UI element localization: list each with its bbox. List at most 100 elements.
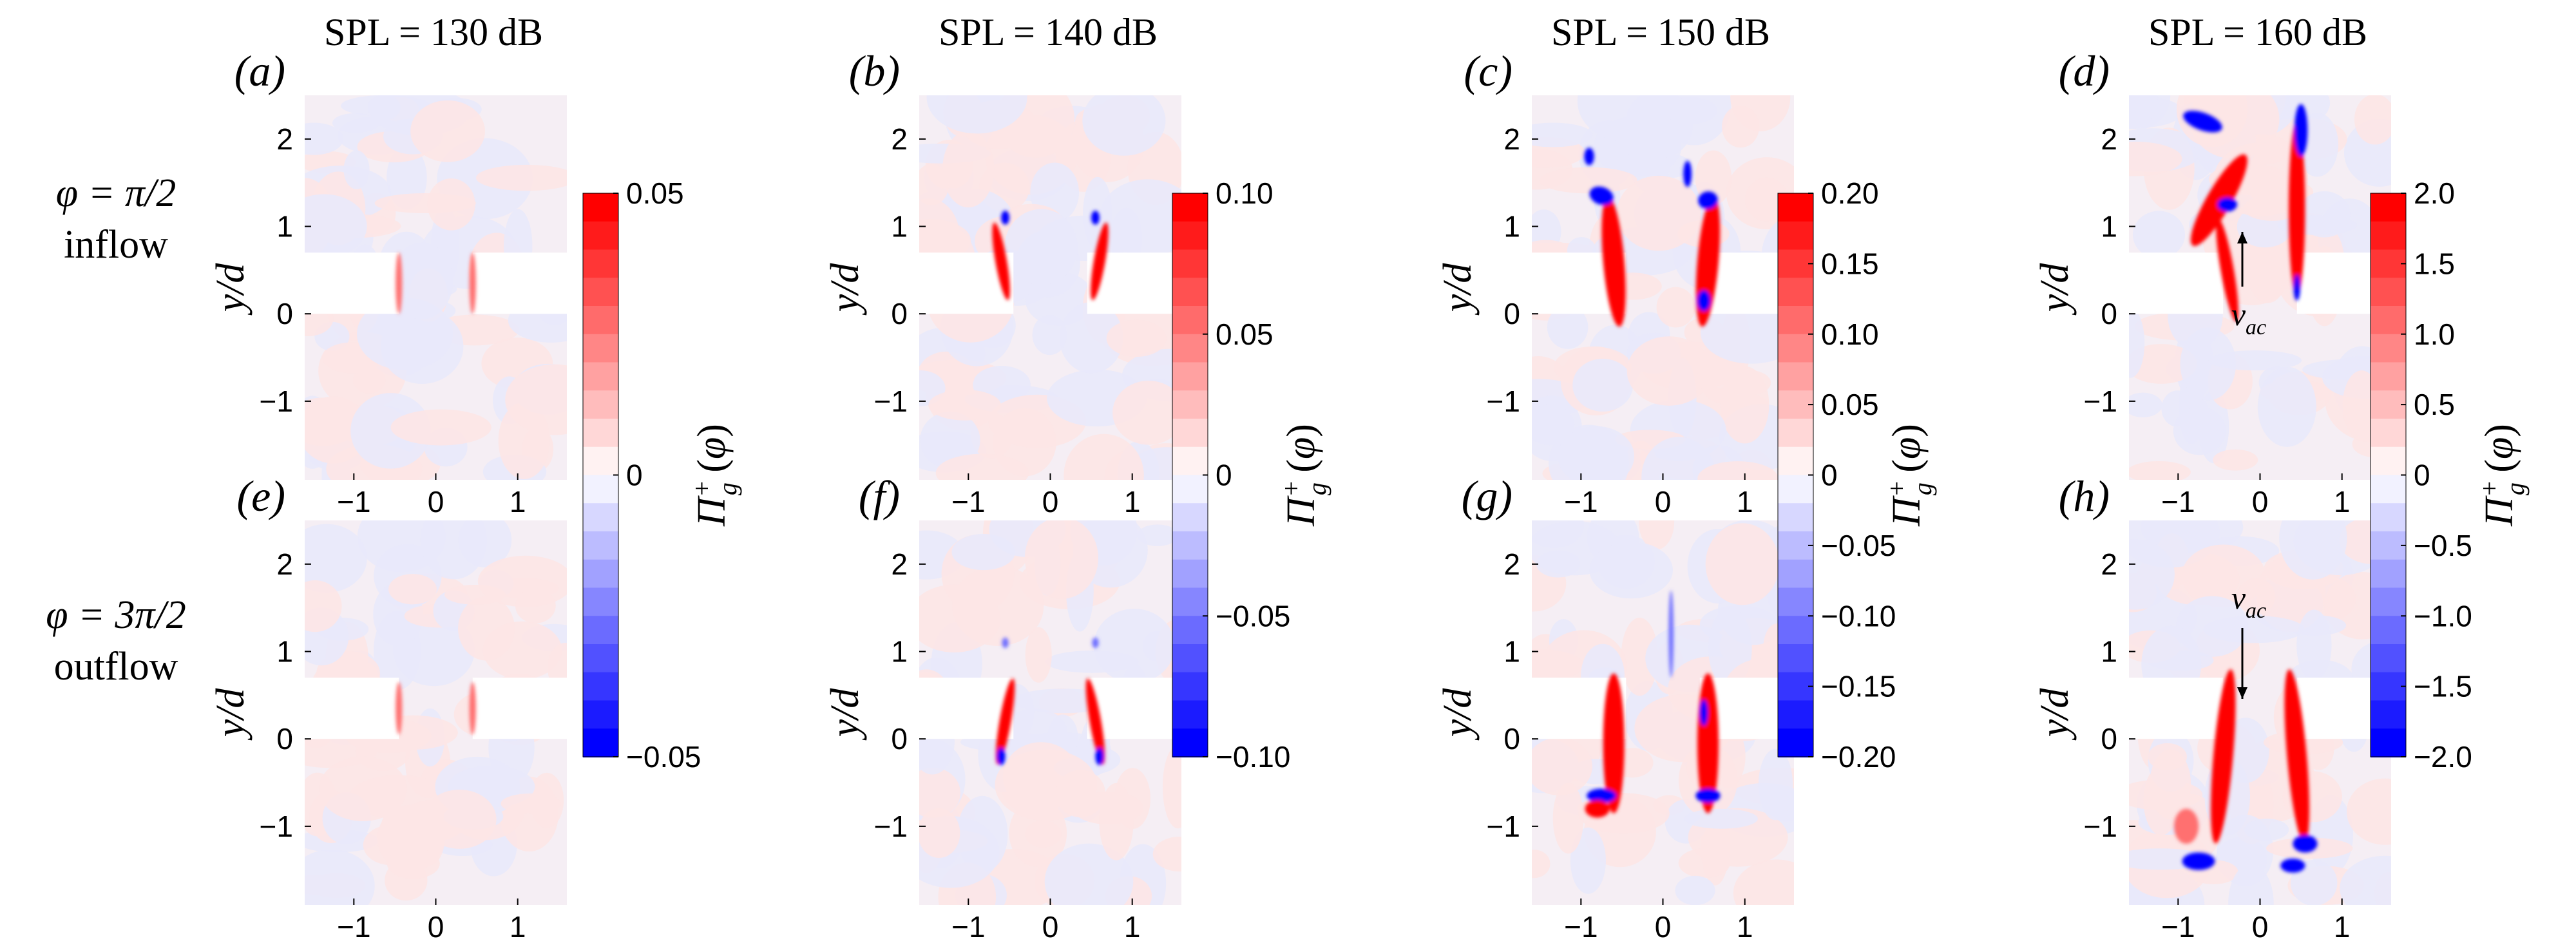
x-tick-label: 1 [510,910,526,941]
colorbar-tick-label: −1.5 [2414,670,2472,703]
orifice-plate-left [305,252,399,314]
x-tick-label: −1 [1564,910,1598,941]
flow-structure [1085,678,1105,765]
flow-structure [2211,669,2236,844]
flow-structure [469,682,476,735]
orifice-plate-left [305,678,399,739]
flow-structure [396,252,403,314]
y-tick-label: 0 [1503,722,1520,756]
y-axis-label: y/d [1436,263,1480,316]
x-tick-label: −1 [1564,485,1598,518]
y-tick-label: 2 [2101,547,2117,581]
colorbar-tick-label: −0.20 [1821,740,1896,774]
colorbar-tick-label: 0.5 [2414,388,2455,421]
panel-(h) [2129,520,2391,905]
colorbar-tick-label: −0.10 [1821,599,1896,632]
x-tick-label: 0 [2252,485,2269,518]
colorbar-tick-label: 0.05 [626,176,684,210]
orifice-plate-left [2129,252,2224,314]
colorbar-tick-label: −0.05 [1216,599,1290,632]
flow-structure [1587,788,1617,803]
flow-structure [2173,808,2199,844]
y-tick-label: 1 [891,635,908,669]
colorbar-tick-label: 0.20 [1821,176,1879,210]
colorbar-tick-label: −0.05 [1821,529,1896,562]
colorbar-tick-label: 2.0 [2414,176,2455,210]
flow-structure [1092,637,1099,649]
panel-(f) [919,520,1181,905]
colorbar-tick-label: 0 [2414,459,2430,492]
panel-label: (b) [849,46,900,95]
y-tick-label: −1 [1487,385,1520,418]
flow-structure [396,682,403,735]
y-tick-label: 2 [891,547,908,581]
y-tick-label: 1 [2101,210,2117,243]
y-tick-label: 0 [2101,722,2117,756]
y-tick-label: −1 [2084,810,2117,843]
y-axis-label: y/d [2033,688,2077,741]
y-axis-label: y/d [1436,688,1480,741]
flow-structure [2216,218,2238,322]
colorbar-tick-label: 1.0 [2414,318,2455,351]
colorbar-tick-label: −0.05 [626,740,701,774]
column-title: SPL = 160 dB [2148,11,2367,53]
flow-structure [2182,852,2215,870]
row-flow-label: outflow [54,645,178,689]
colorbar-tick-label: 0.10 [1216,176,1274,210]
x-tick-label: 1 [2334,910,2351,941]
flow-structure [1091,222,1109,300]
flow-structure [2293,274,2300,301]
x-tick-label: 1 [1124,485,1141,518]
y-tick-label: −1 [260,810,293,843]
y-tick-label: 2 [276,547,293,581]
flow-structure [2183,110,2222,133]
colorbar-tick-label: 0.05 [1821,388,1879,421]
flow-structure [2190,154,2247,246]
flow-structure [1095,747,1104,765]
y-tick-label: 1 [2101,635,2117,669]
column-title: SPL = 140 dB [939,11,1158,53]
y-tick-label: 1 [1503,210,1520,243]
flow-structure [2284,669,2309,844]
orifice-plate-left [2129,678,2224,739]
flow-structure [1001,211,1009,225]
x-tick-label: 0 [428,910,444,941]
y-tick-label: 1 [1503,635,1520,669]
flow-structure [1002,637,1009,649]
x-tick-label: 1 [2334,485,2351,518]
x-tick-label: −1 [951,910,985,941]
x-tick-label: 1 [1737,910,1753,941]
y-tick-label: −1 [874,810,908,843]
x-tick-label: 1 [510,485,526,518]
colorbar-tick-label: 1.5 [2414,247,2455,280]
flow-structure [1603,673,1625,813]
panel-label: (h) [2059,471,2110,520]
row-phase-label: φ = π/2 [56,171,176,215]
y-tick-label: 0 [276,297,293,330]
column-title: SPL = 130 dB [324,11,543,53]
flow-structure [1584,147,1594,166]
colorbar-tick-label: −0.5 [2414,529,2472,562]
x-tick-label: 0 [1042,485,1059,518]
flow-structure [1699,699,1708,726]
panel-label: (e) [237,471,285,520]
y-tick-label: 0 [891,297,908,330]
orifice-plate-right [472,678,567,739]
column-title: SPL = 150 dB [1551,11,1770,53]
y-tick-label: 1 [276,635,293,669]
y-tick-label: 0 [276,722,293,756]
x-tick-label: 0 [1042,910,1059,941]
orifice-plate-right [1087,678,1181,739]
colorbar-tick-label: −0.10 [1216,740,1290,774]
colorbar-label: Π+g (φ) [1277,424,1331,527]
flow-structure [1698,191,1718,209]
flow-structure [2217,197,2237,212]
colorbar-3: Π+g (φ) [2370,193,2530,757]
y-tick-label: 0 [891,722,908,756]
flow-structure [2294,104,2308,157]
colorbar-tick-label: 0 [626,459,643,492]
colorbar-1: Π+g (φ) [1172,193,1331,757]
y-axis-label: y/d [823,688,867,741]
panel-label: (g) [1462,471,1512,520]
x-tick-label: 0 [2252,910,2269,941]
